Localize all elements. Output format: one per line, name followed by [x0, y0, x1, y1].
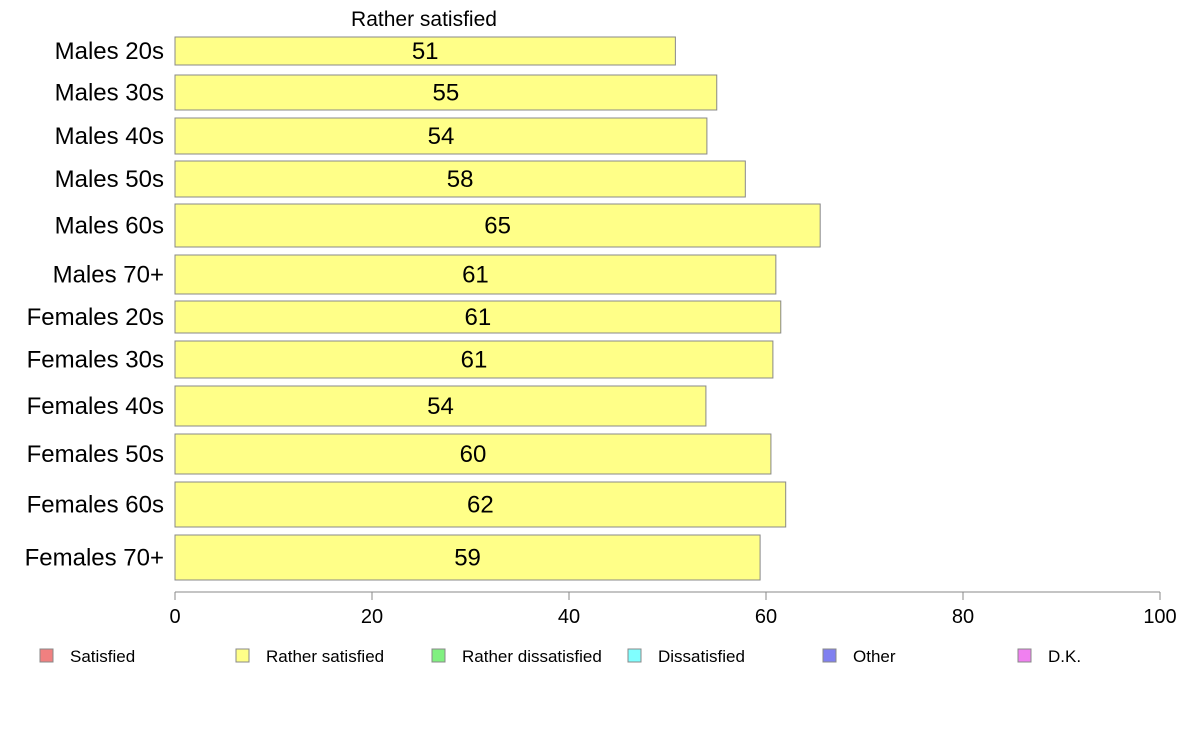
- bar-value-label: 54: [428, 123, 455, 150]
- legend-label: Other: [853, 647, 896, 666]
- bar: [174, 340, 774, 379]
- bar: [174, 74, 718, 111]
- legend-swatch: [431, 648, 446, 663]
- x-axis: 0 20 40 60 80 100: [169, 591, 1177, 628]
- legend-label: Dissatisfied: [658, 647, 745, 666]
- category-label: Females 30s: [27, 347, 164, 374]
- legend-swatch: [1017, 648, 1032, 663]
- x-tick-label: 60: [755, 606, 777, 628]
- bar-value-label: 58: [447, 166, 474, 193]
- x-tick-label: 100: [1143, 606, 1176, 628]
- bar: [174, 160, 746, 198]
- bar-value-label: 65: [484, 213, 511, 240]
- category-label: Males 70+: [53, 262, 164, 289]
- category-label: Males 20s: [55, 38, 164, 65]
- bar-value-label: 61: [465, 304, 492, 331]
- bar: [174, 203, 821, 248]
- x-tick-label: 40: [558, 606, 580, 628]
- bar: [174, 117, 708, 155]
- category-label: Males 40s: [55, 123, 164, 150]
- legend-swatch: [235, 648, 250, 663]
- bar-value-label: 55: [433, 80, 460, 107]
- bar: [174, 254, 777, 295]
- category-label: Males 30s: [55, 80, 164, 107]
- x-tick-label: 20: [361, 606, 383, 628]
- legend-swatch: [39, 648, 54, 663]
- bar: [174, 433, 772, 475]
- bar-value-label: 60: [460, 441, 487, 468]
- category-label: Males 50s: [55, 166, 164, 193]
- bar: [174, 385, 707, 427]
- bar-value-label: 62: [467, 492, 494, 519]
- bar-value-label: 61: [461, 347, 488, 374]
- category-label: Females 50s: [27, 441, 164, 468]
- bar: [174, 481, 787, 528]
- category-label: Females 20s: [27, 304, 164, 331]
- bar-value-label: 61: [462, 262, 489, 289]
- x-tick-label: 80: [952, 606, 974, 628]
- category-label: Males 60s: [55, 213, 164, 240]
- legend-label: Satisfied: [70, 647, 135, 666]
- bar-value-label: 54: [427, 393, 454, 420]
- x-tick-label: 0: [169, 606, 180, 628]
- bar: [174, 300, 782, 334]
- legend: Satisfied Rather satisfied Rather dissatis…: [39, 647, 1081, 666]
- legend-label: Rather satisfied: [266, 647, 384, 666]
- category-label: Females 40s: [27, 393, 164, 420]
- bar: [174, 534, 761, 581]
- legend-label: D.K.: [1048, 647, 1081, 666]
- category-label: Females 60s: [27, 492, 164, 519]
- chart-title: Rather satisfied: [351, 8, 497, 31]
- bars-group: Males 20s 51 Males 30s 55 Males 40s 54 Males 5…: [25, 36, 821, 581]
- legend-label: Rather dissatisfied: [462, 647, 602, 666]
- legend-swatch: [627, 648, 642, 663]
- bar-value-label: 51: [412, 38, 439, 65]
- bar: [174, 36, 676, 66]
- legend-swatch: [822, 648, 837, 663]
- category-label: Females 70+: [25, 545, 164, 572]
- bar-value-label: 59: [454, 545, 481, 572]
